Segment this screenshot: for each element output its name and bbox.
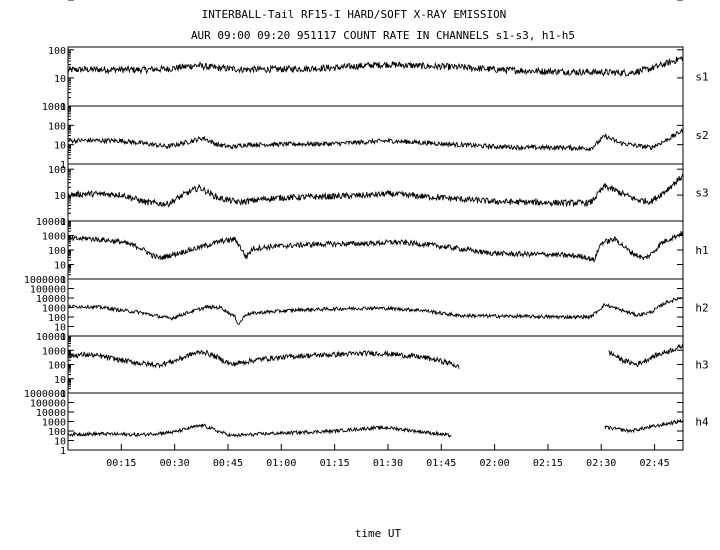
series-line-h4 [67, 419, 684, 438]
y-tick-label-s1: 100 [48, 46, 66, 57]
x-tick-label: 02:45 [640, 458, 670, 469]
y-tick-label-h4: 100 [48, 427, 66, 438]
y-tick-label-s2: 10 [54, 141, 66, 152]
panel-s2: 1 10 100 1000 s2 [42, 102, 709, 171]
panel-label-s3: s3 [695, 187, 708, 200]
x-tick-label: 01:45 [426, 458, 456, 469]
panel-s3: 1 10 100 s3 [48, 163, 709, 228]
x-axis-label: time UT [355, 527, 402, 540]
y-tick-label-s3: 100 [48, 165, 66, 176]
y-tick-label-h5: 1 [60, 0, 66, 3]
x-axis: 00:15 00:30 00:45 01:00 01:15 01:30 01:45 02:00… [106, 444, 670, 469]
y-tick-label-h5: 10 [54, 0, 66, 3]
x-tick-label: 00:15 [106, 458, 136, 469]
panel-label-s1: s1 [695, 71, 708, 84]
y-tick-label-h3: 10 [54, 375, 66, 386]
y-tick-label-h2: 100 [48, 313, 66, 324]
series-line-s1 [67, 56, 684, 77]
y-tick-label-h4: 1 [60, 446, 66, 457]
y-tick-label-h5: 100 [48, 0, 66, 3]
x-tick-label: 02:15 [533, 458, 563, 469]
y-tick-label-h5: 1000 [42, 0, 66, 3]
panel-label-h2: h2 [695, 302, 708, 315]
x-tick-label: 01:15 [320, 458, 350, 469]
y-tick-label-h2: 10000 [36, 294, 66, 305]
x-tick-label: 00:30 [160, 458, 190, 469]
y-tick-label-s2: 1 [60, 160, 66, 171]
chart-title-line1: INTERBALL-Tail RF15-I HARD/SOFT X-RAY EM… [202, 8, 507, 21]
panel-label-h3: h3 [695, 359, 708, 372]
panel-frame-s2 [67, 105, 684, 165]
y-tick-label-h1: 100 [48, 246, 66, 257]
panel-frame-h3 [67, 335, 684, 394]
panel-label-s2: s2 [695, 129, 708, 142]
panels-group: 110100s11101001000s2110100s3110100100010… [24, 0, 709, 457]
y-tick-label-h4: 1000000 [24, 389, 66, 400]
y-tick-label-h1: 1 [60, 275, 66, 286]
y-tick-label-h4: 10000 [36, 408, 66, 419]
y-tick-label-s3: 1 [60, 217, 66, 228]
panel-label-h4: h4 [695, 416, 709, 429]
y-tick-label-h2: 1000 [42, 304, 66, 315]
y-tick-label-h3: 10000 [36, 332, 66, 343]
panel-frame-s1 [67, 46, 684, 107]
y-tick-label-h2: 100000 [30, 285, 66, 296]
y-tick-label-s3: 10 [54, 191, 66, 202]
series-line-h2 [67, 296, 684, 325]
y-tick-label-s1: 10 [54, 74, 66, 85]
x-tick-label: 01:30 [373, 458, 403, 469]
y-tick-label-h2: 10 [54, 323, 66, 334]
y-tick-label-s2: 100 [48, 121, 66, 132]
x-tick-label: 00:45 [213, 458, 243, 469]
panel-h1: 1 10 100 1000 10000 h1 [36, 217, 709, 286]
series-line-s3 [67, 173, 684, 208]
y-tick-label-h1: 10000 [36, 217, 66, 228]
y-tick-label-h3: 1 [60, 389, 66, 400]
y-tick-label-h4: 100000 [30, 399, 66, 410]
series-line-h3 [67, 343, 684, 369]
y-tick-label-h3: 1000 [42, 346, 66, 357]
chart-title-line2: AUR 09:00 09:20 951117 COUNT RATE IN CHA… [191, 29, 575, 42]
panel-label-h5: h5 [695, 0, 708, 3]
y-tick-label-s1: 1 [60, 102, 66, 113]
series-line-s2 [67, 128, 684, 152]
y-tick-label-s2: 1000 [42, 102, 66, 113]
panel-h3: 1 10 100 1000 10000 h3 [36, 332, 709, 400]
y-tick-label-h5: 1000000 [24, 0, 66, 3]
y-tick-label-h2: 1 [60, 332, 66, 343]
panel-frame-h1 [67, 220, 684, 280]
y-tick-label-h1: 1000 [42, 232, 66, 243]
y-tick-label-h4: 1000 [42, 418, 66, 429]
y-tick-label-h5: 100000 [30, 0, 66, 3]
y-tick-label-h2: 1000000 [24, 275, 66, 286]
y-tick-label-h4: 10 [54, 437, 66, 448]
x-tick-label: 01:00 [266, 458, 296, 469]
series-line-h1 [67, 230, 684, 264]
y-tick-label-h5: 10000 [36, 0, 66, 3]
panel-s1: 1 10 100 s1 [48, 46, 709, 113]
x-tick-label: 02:00 [480, 458, 510, 469]
x-tick-label: 02:30 [586, 458, 616, 469]
y-tick-label-h3: 100 [48, 361, 66, 372]
panel-frame-h4 [67, 392, 684, 451]
y-tick-label-h1: 10 [54, 261, 66, 272]
panel-label-h1: h1 [695, 244, 708, 257]
